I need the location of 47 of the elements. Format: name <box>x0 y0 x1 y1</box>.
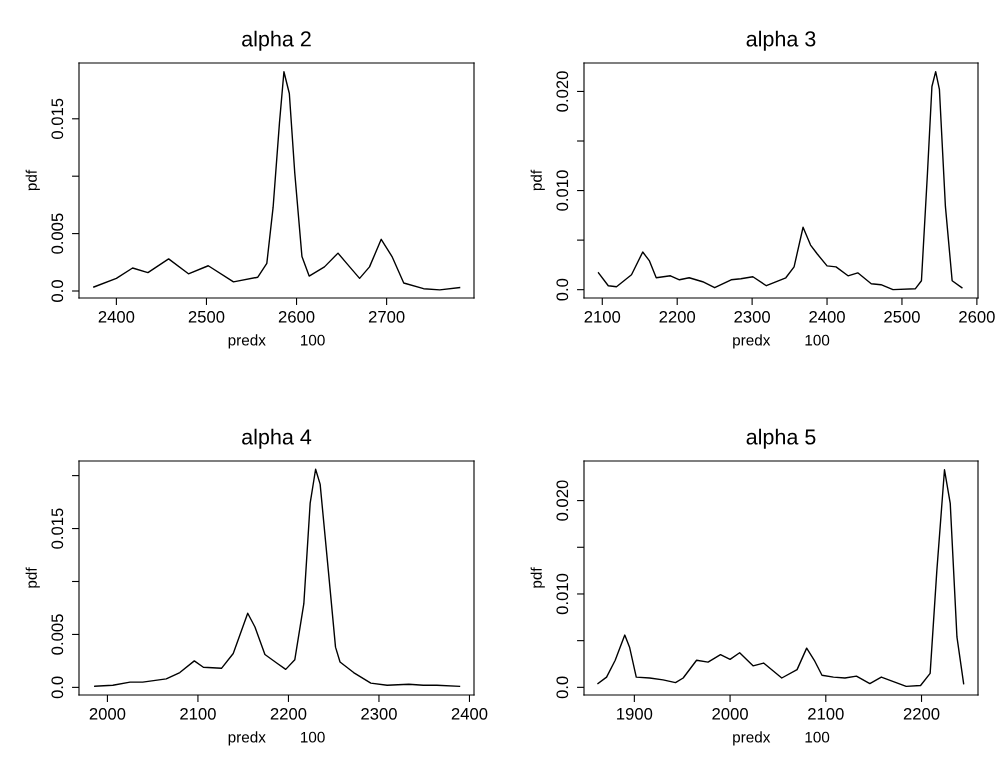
y-tick-label: 0.005 <box>51 213 64 254</box>
y-axis-title: pdf <box>530 567 545 588</box>
x-tick-label: 2100 <box>584 310 621 323</box>
x-tick-label: 2500 <box>884 310 920 323</box>
y-tick-label: 0.015 <box>51 98 64 139</box>
x-tick-label: 2600 <box>278 310 315 323</box>
line-series <box>597 469 965 688</box>
y-tick-label: 0.015 <box>51 508 64 549</box>
x-tick-label: 2400 <box>98 310 135 323</box>
y-tick-label: 0.0 <box>51 280 64 302</box>
line-series <box>597 70 963 291</box>
x-axis-title: predx 100 <box>228 334 325 349</box>
chart-title: alpha 2 <box>242 30 311 51</box>
line-series <box>93 71 461 291</box>
x-tick-label: 2400 <box>809 310 845 323</box>
line-series <box>94 468 461 688</box>
x-tick-label: 2000 <box>712 707 748 720</box>
chart-title: alpha 5 <box>746 428 816 449</box>
y-tick-label: 0.010 <box>556 170 569 211</box>
x-tick-label: 2300 <box>361 707 397 720</box>
x-axis-title: predx 100 <box>733 731 830 746</box>
y-tick-label: 0.0 <box>556 278 569 301</box>
y-tick-label: 0.0 <box>556 676 569 699</box>
x-tick-label: 2100 <box>180 707 216 720</box>
x-tick-label: 2500 <box>188 310 225 323</box>
x-tick-label: 1900 <box>617 707 653 720</box>
x-tick-label: 2200 <box>270 707 307 720</box>
y-axis-title: pdf <box>25 169 40 191</box>
x-axis-title: predx 100 <box>228 731 325 746</box>
x-tick-label: 2100 <box>808 707 844 720</box>
x-tick-label: 2700 <box>368 310 405 323</box>
x-tick-label: 2000 <box>89 707 126 720</box>
x-tick-label: 2300 <box>734 310 771 323</box>
chart-title: alpha 3 <box>746 30 816 51</box>
x-axis-title: predx 100 <box>733 334 830 349</box>
y-tick-label: 0.020 <box>556 71 569 112</box>
x-tick-label: 2400 <box>451 707 488 720</box>
x-tick-label: 2200 <box>659 310 696 323</box>
y-tick-label: 0.010 <box>556 573 569 615</box>
y-tick-label: 0.005 <box>51 614 64 655</box>
x-tick-label: 2600 <box>959 310 995 323</box>
y-axis-title: pdf <box>25 567 40 588</box>
y-tick-label: 0.020 <box>556 480 569 521</box>
chart-title: alpha 4 <box>242 428 312 449</box>
y-axis-title: pdf <box>530 169 545 191</box>
y-tick-label: 0.0 <box>51 676 64 699</box>
x-tick-label: 2200 <box>903 707 940 720</box>
